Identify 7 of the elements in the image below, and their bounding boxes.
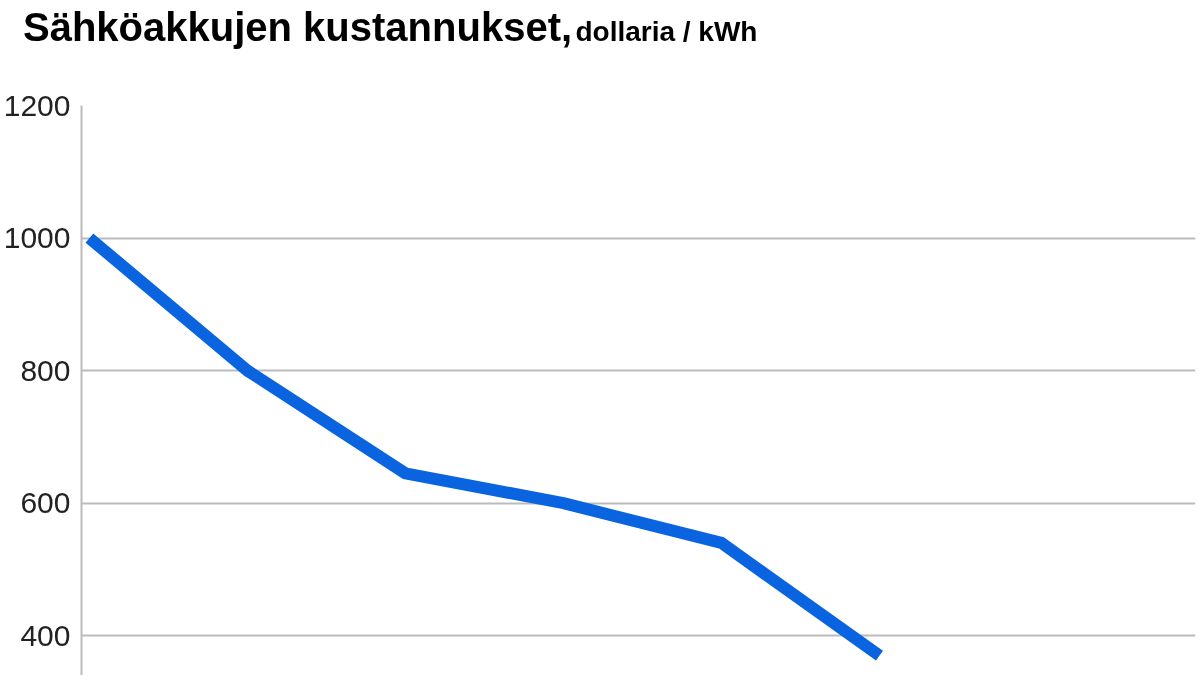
y-tick-label: 600: [20, 486, 71, 520]
y-tick-label: 400: [20, 618, 71, 652]
y-tick-label: 1200: [3, 88, 71, 122]
chart-title: Sähköakkujen kustannukset,: [23, 5, 573, 49]
y-tick-label: 1000: [3, 221, 71, 255]
y-tick-label: 800: [20, 353, 71, 387]
chart-subtitle: dollaria / kWh: [575, 16, 758, 47]
